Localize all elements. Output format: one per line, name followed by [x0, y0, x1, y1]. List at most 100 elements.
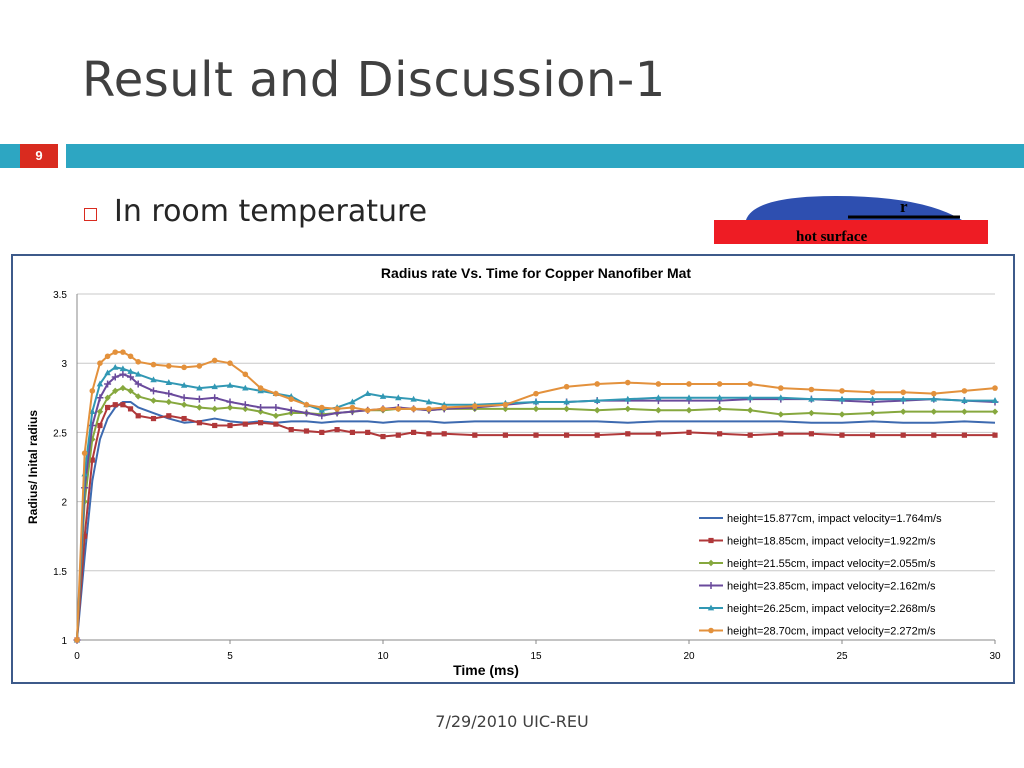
data-point — [105, 404, 111, 411]
data-point — [181, 364, 187, 371]
data-point — [563, 398, 570, 405]
data-point — [97, 422, 103, 429]
data-point — [747, 394, 754, 401]
chart-frame: Radius rate Vs. Time for Copper Nanofibe… — [11, 254, 1015, 684]
data-point — [104, 380, 112, 388]
footer-date: 7/29/2010 UIC-REU — [435, 712, 589, 731]
data-point — [564, 432, 570, 438]
data-point — [931, 390, 937, 397]
data-point — [288, 396, 295, 402]
data-point — [533, 390, 539, 397]
data-point — [127, 373, 135, 381]
data-point — [180, 394, 188, 402]
data-point — [180, 381, 188, 388]
data-point — [870, 432, 876, 438]
data-point — [165, 398, 172, 406]
data-point — [379, 393, 387, 399]
data-point — [119, 384, 127, 392]
data-point — [272, 403, 280, 411]
data-point — [532, 398, 540, 405]
data-point — [532, 405, 540, 413]
radius-label: r — [900, 197, 908, 216]
data-point — [150, 415, 157, 422]
data-point — [839, 388, 845, 394]
data-point — [257, 408, 264, 415]
data-point — [89, 457, 95, 463]
data-point — [594, 397, 601, 403]
data-point — [533, 432, 539, 438]
data-point — [563, 405, 570, 413]
data-point — [594, 381, 600, 387]
data-point — [380, 433, 386, 440]
droplet-figure: r hot surface — [714, 196, 988, 245]
data-point — [120, 349, 126, 355]
data-point — [196, 384, 203, 391]
data-point — [82, 533, 88, 539]
legend-label: height=21.55cm, impact velocity=2.055m/s — [727, 558, 936, 570]
data-point — [96, 380, 104, 387]
y-tick-label: 1.5 — [53, 567, 67, 578]
data-point — [119, 365, 127, 372]
data-point — [166, 363, 172, 369]
line-chart: Radius rate Vs. Time for Copper Nanofibe… — [26, 265, 1001, 678]
x-tick-label: 0 — [74, 651, 80, 662]
y-tick-label: 2.5 — [53, 428, 67, 439]
data-point — [349, 398, 356, 405]
data-point — [900, 389, 906, 396]
data-point — [334, 406, 340, 412]
data-point — [364, 407, 371, 414]
data-point — [349, 404, 356, 411]
data-point — [211, 383, 218, 390]
data-point — [150, 387, 157, 395]
data-point — [180, 401, 188, 408]
data-point — [112, 402, 118, 408]
chart-title: Radius rate Vs. Time for Copper Nanofibe… — [381, 265, 691, 281]
data-point — [777, 394, 784, 401]
x-tick-label: 5 — [227, 651, 233, 662]
data-point — [395, 406, 402, 412]
data-point — [992, 432, 998, 438]
data-point — [96, 394, 104, 402]
data-point — [81, 450, 88, 456]
data-point — [74, 637, 80, 643]
data-point — [112, 349, 119, 355]
data-point — [257, 403, 265, 411]
data-point — [655, 407, 662, 414]
data-point — [150, 361, 157, 368]
data-point — [655, 394, 662, 401]
data-point — [594, 407, 601, 414]
bullet-text: In room temperature — [114, 194, 428, 229]
data-point — [241, 401, 249, 409]
series-line-1 — [76, 400, 996, 641]
data-point — [166, 413, 172, 419]
data-point — [127, 387, 134, 395]
data-point — [104, 394, 111, 401]
legend-label: height=15.877cm, impact velocity=1.764m/… — [727, 513, 942, 525]
data-point — [961, 397, 968, 403]
data-point — [594, 432, 600, 438]
data-point — [303, 401, 310, 408]
data-point — [930, 408, 937, 415]
data-point — [502, 401, 509, 408]
data-point — [272, 412, 280, 419]
data-point — [425, 398, 433, 405]
data-point — [226, 398, 234, 406]
data-point — [258, 420, 264, 426]
data-point — [112, 363, 119, 370]
legend-label: height=23.85cm, impact velocity=2.162m/s — [727, 581, 936, 593]
data-point — [257, 385, 264, 391]
data-point — [165, 379, 172, 385]
data-point — [242, 371, 249, 378]
data-point — [242, 405, 249, 413]
data-point — [686, 381, 692, 387]
data-point — [808, 386, 815, 393]
x-tick-label: 10 — [377, 651, 389, 662]
data-point — [808, 395, 815, 402]
data-point — [708, 537, 714, 544]
data-point — [111, 373, 119, 381]
data-point — [89, 408, 96, 415]
data-point — [900, 432, 906, 438]
data-point — [334, 427, 340, 433]
data-point — [395, 432, 401, 438]
data-point — [319, 429, 325, 435]
